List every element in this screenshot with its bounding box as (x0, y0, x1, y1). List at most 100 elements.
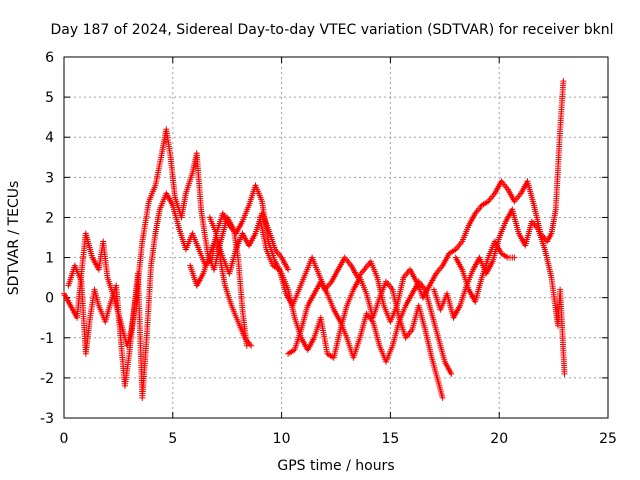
data-point (102, 240, 104, 243)
data-point (439, 308, 442, 311)
data-point (198, 248, 200, 251)
data-point (213, 268, 215, 271)
data-point (195, 284, 198, 287)
data-point (313, 292, 316, 295)
data-point (154, 232, 157, 235)
data-point (389, 320, 392, 323)
data-point (219, 260, 222, 263)
data-point (248, 244, 250, 247)
data-point (383, 304, 385, 307)
data-point (313, 336, 316, 339)
x-tick-label: 10 (273, 431, 291, 447)
data-point (452, 316, 455, 319)
data-point (550, 276, 553, 279)
x-tick-label: 5 (168, 431, 177, 447)
data-point (517, 232, 520, 235)
data-point (106, 276, 109, 279)
data-point (396, 304, 398, 307)
data-point (248, 204, 250, 207)
data-point (228, 272, 231, 275)
data-point (554, 308, 557, 311)
data-point (562, 80, 565, 82)
data-point (467, 288, 470, 291)
data-point (306, 349, 309, 351)
data-point (430, 312, 433, 315)
data-point (430, 357, 433, 359)
data-point (376, 276, 379, 279)
data-point (317, 272, 320, 275)
data-point (245, 345, 248, 347)
data-point (337, 268, 339, 271)
data-point (352, 288, 355, 291)
data-point (428, 284, 431, 287)
data-point (89, 316, 91, 319)
axis-ticks: 0 5 10 15 20 25 -3 -2 -1 0 1 2 3 4 5 6 (40, 50, 617, 447)
data-point (472, 268, 474, 271)
data-point (115, 284, 118, 287)
data-point (222, 212, 224, 215)
data-point (504, 220, 507, 223)
data-point (446, 292, 448, 295)
data-point (148, 200, 150, 203)
data-point (450, 373, 453, 375)
data-point (404, 304, 407, 307)
plot-frame (63, 56, 609, 419)
data-point (287, 353, 289, 355)
data-point (178, 228, 181, 231)
data-point (137, 272, 139, 275)
data-point (333, 308, 335, 311)
data-point (98, 268, 100, 271)
data-point (84, 232, 87, 235)
data-point (467, 224, 470, 227)
data-point (291, 304, 294, 307)
data-point (243, 336, 246, 339)
series-track-8 (206, 214, 255, 349)
data-point (454, 256, 457, 259)
data-point (285, 292, 287, 295)
data-point (267, 240, 270, 243)
data-point (91, 256, 94, 259)
data-point (398, 320, 400, 323)
data-point (185, 248, 187, 251)
data-point (235, 232, 237, 235)
data-point (326, 292, 329, 295)
data-point (141, 240, 144, 243)
data-point (478, 256, 481, 259)
data-point (237, 320, 239, 323)
data-point (208, 216, 211, 219)
data-point (365, 292, 368, 295)
data-point (235, 248, 237, 251)
data-point (98, 304, 100, 307)
data-point (69, 304, 72, 307)
data-point (422, 296, 424, 299)
data-point (480, 276, 483, 279)
data-point (520, 192, 522, 195)
data-point (391, 345, 394, 347)
data-point (474, 212, 477, 215)
data-point (411, 292, 413, 295)
data-point (437, 336, 440, 339)
data-point (145, 336, 148, 339)
data-point (241, 220, 244, 223)
data-point (441, 397, 444, 399)
series-markers (285, 278, 455, 377)
x-tick-label: 0 (60, 431, 69, 447)
data-point (172, 204, 174, 207)
y-tick-label: 3 (45, 170, 54, 186)
x-tick-label: 20 (490, 431, 508, 447)
data-point (459, 304, 461, 307)
data-point (74, 264, 76, 267)
data-point (254, 184, 257, 187)
data-point (454, 248, 457, 251)
data-point (280, 256, 283, 259)
data-point (346, 336, 348, 339)
data-point (350, 264, 353, 267)
data-point (385, 280, 387, 283)
data-point (441, 264, 444, 267)
data-point (461, 268, 464, 271)
data-point (267, 228, 270, 231)
series-markers (256, 78, 567, 325)
y-tick-label: 0 (45, 291, 54, 307)
data-point (365, 312, 368, 315)
